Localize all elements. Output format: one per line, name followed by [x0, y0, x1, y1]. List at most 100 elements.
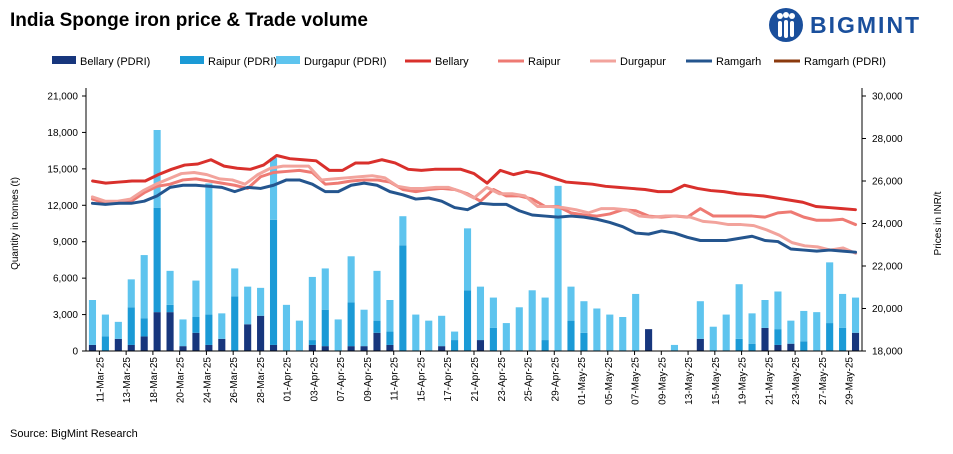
bigmint-logo-icon: [769, 8, 803, 42]
bar-2-16: [295, 320, 303, 351]
bar-2-2: [114, 321, 122, 339]
y-right-tick-label: 20,000: [872, 304, 903, 315]
bar-0-3: [127, 344, 135, 351]
bar-2-20: [347, 256, 355, 303]
bar-2-38: [580, 301, 588, 333]
bar-1-6: [166, 304, 174, 313]
x-tick-label: 13-May-25: [684, 357, 695, 405]
x-tick-label: 29-May-25: [845, 357, 856, 405]
bar-0-23: [386, 344, 394, 351]
bar-0-22: [373, 332, 381, 351]
bar-1-11: [231, 296, 239, 351]
bar-2-50: [735, 284, 743, 339]
bar-0-8: [192, 332, 200, 351]
bar-2-23: [386, 300, 394, 332]
x-tick-label: 21-Apr-25: [470, 357, 481, 402]
bar-2-48: [709, 326, 717, 351]
bar-0-27: [438, 346, 446, 351]
bar-2-30: [476, 286, 485, 341]
bar-2-24: [399, 216, 407, 246]
bar-0-17: [308, 344, 316, 351]
bar-1-37: [567, 320, 575, 351]
bar-1-35: [541, 340, 549, 351]
y-right-tick-label: 26,000: [872, 177, 903, 188]
legend-label-raipur: Raipur: [528, 56, 561, 68]
x-tick-label: 11-Apr-25: [390, 357, 401, 401]
bars-layer: [88, 130, 860, 351]
bar-1-53: [774, 329, 782, 345]
bar-2-40: [606, 314, 614, 351]
bar-2-55: [800, 310, 808, 342]
bar-2-17: [308, 276, 316, 341]
x-tick-label: 19-May-25: [738, 357, 749, 405]
bar-0-4: [140, 336, 148, 351]
bar-2-15: [282, 304, 291, 351]
legend-label-durgapur: Durgapur: [620, 56, 666, 68]
bar-2-22: [373, 270, 381, 321]
bar-2-36: [554, 185, 562, 351]
bar-2-10: [218, 313, 226, 339]
x-tick-label: 03-Apr-25: [309, 357, 320, 402]
legend-swatch-bellary-pdri: [52, 56, 76, 64]
y-right-tick-label: 30,000: [872, 92, 903, 103]
bar-0-21: [360, 346, 368, 351]
bar-0-47: [696, 338, 704, 351]
legend-label-raipur-pdri: Raipur (PDRI): [208, 56, 277, 68]
bar-0-53: [774, 344, 782, 351]
bar-0-59: [851, 332, 860, 351]
y-right-tick-label: 24,000: [872, 219, 903, 230]
bar-1-57: [826, 323, 834, 351]
bar-0-14: [269, 344, 278, 351]
y-right-tick-label: 28,000: [872, 134, 903, 145]
bar-2-27: [438, 315, 446, 347]
bar-1-55: [800, 341, 808, 351]
bar-2-35: [541, 297, 549, 341]
legend-swatch-raipur-pdri: [180, 56, 204, 64]
bar-2-5: [153, 130, 161, 208]
bar-2-18: [321, 268, 329, 310]
bar-1-50: [735, 338, 743, 351]
bar-2-7: [179, 319, 187, 347]
bar-0-9: [205, 344, 213, 351]
bar-1-29: [463, 290, 472, 351]
legend-swatch-durgapur-pdri: [276, 56, 300, 64]
bar-1-9: [205, 314, 213, 345]
x-tick-label: 15-May-25: [711, 357, 722, 405]
bar-2-41: [619, 317, 627, 351]
bar-2-54: [787, 320, 795, 344]
bar-0-20: [347, 346, 355, 351]
y-left-tick-label: 21,000: [47, 92, 78, 103]
y-left-tick-label: 3,000: [53, 310, 78, 321]
bar-2-1: [101, 314, 109, 337]
bar-1-17: [308, 340, 316, 345]
bar-2-29: [463, 228, 472, 291]
legend-label-bellary-pdri: Bellary (PDRI): [80, 56, 150, 68]
x-tick-label: 20-Mar-25: [176, 357, 187, 404]
bigmint-logo: BIGMINT: [768, 6, 921, 44]
bar-0-6: [166, 312, 174, 351]
bar-0-30: [476, 340, 485, 351]
x-tick-label: 17-Apr-25: [443, 357, 454, 402]
x-tick-label: 07-May-25: [631, 357, 642, 405]
y-left-tick-label: 9,000: [53, 237, 78, 248]
bar-1-58: [839, 327, 847, 351]
y-left-tick-label: 18,000: [47, 128, 78, 139]
x-tick-label: 26-Mar-25: [229, 357, 240, 404]
bar-2-58: [839, 293, 847, 328]
bar-1-14: [269, 219, 278, 345]
x-tick-label: 01-May-25: [577, 357, 588, 405]
bar-0-5: [153, 312, 161, 351]
bar-2-26: [425, 320, 433, 351]
y-left-tick-label: 15,000: [47, 164, 78, 175]
bar-2-42: [632, 293, 640, 351]
y-left-tick-label: 12,000: [47, 201, 78, 212]
bar-2-13: [257, 287, 265, 316]
x-tick-label: 24-Mar-25: [202, 357, 213, 404]
bar-2-0: [88, 300, 97, 345]
bar-2-21: [360, 309, 368, 347]
x-tick-label: 07-Apr-25: [336, 357, 347, 402]
bar-1-23: [386, 331, 394, 345]
bar-0-18: [321, 346, 329, 351]
x-tick-label: 29-Apr-25: [550, 357, 561, 402]
